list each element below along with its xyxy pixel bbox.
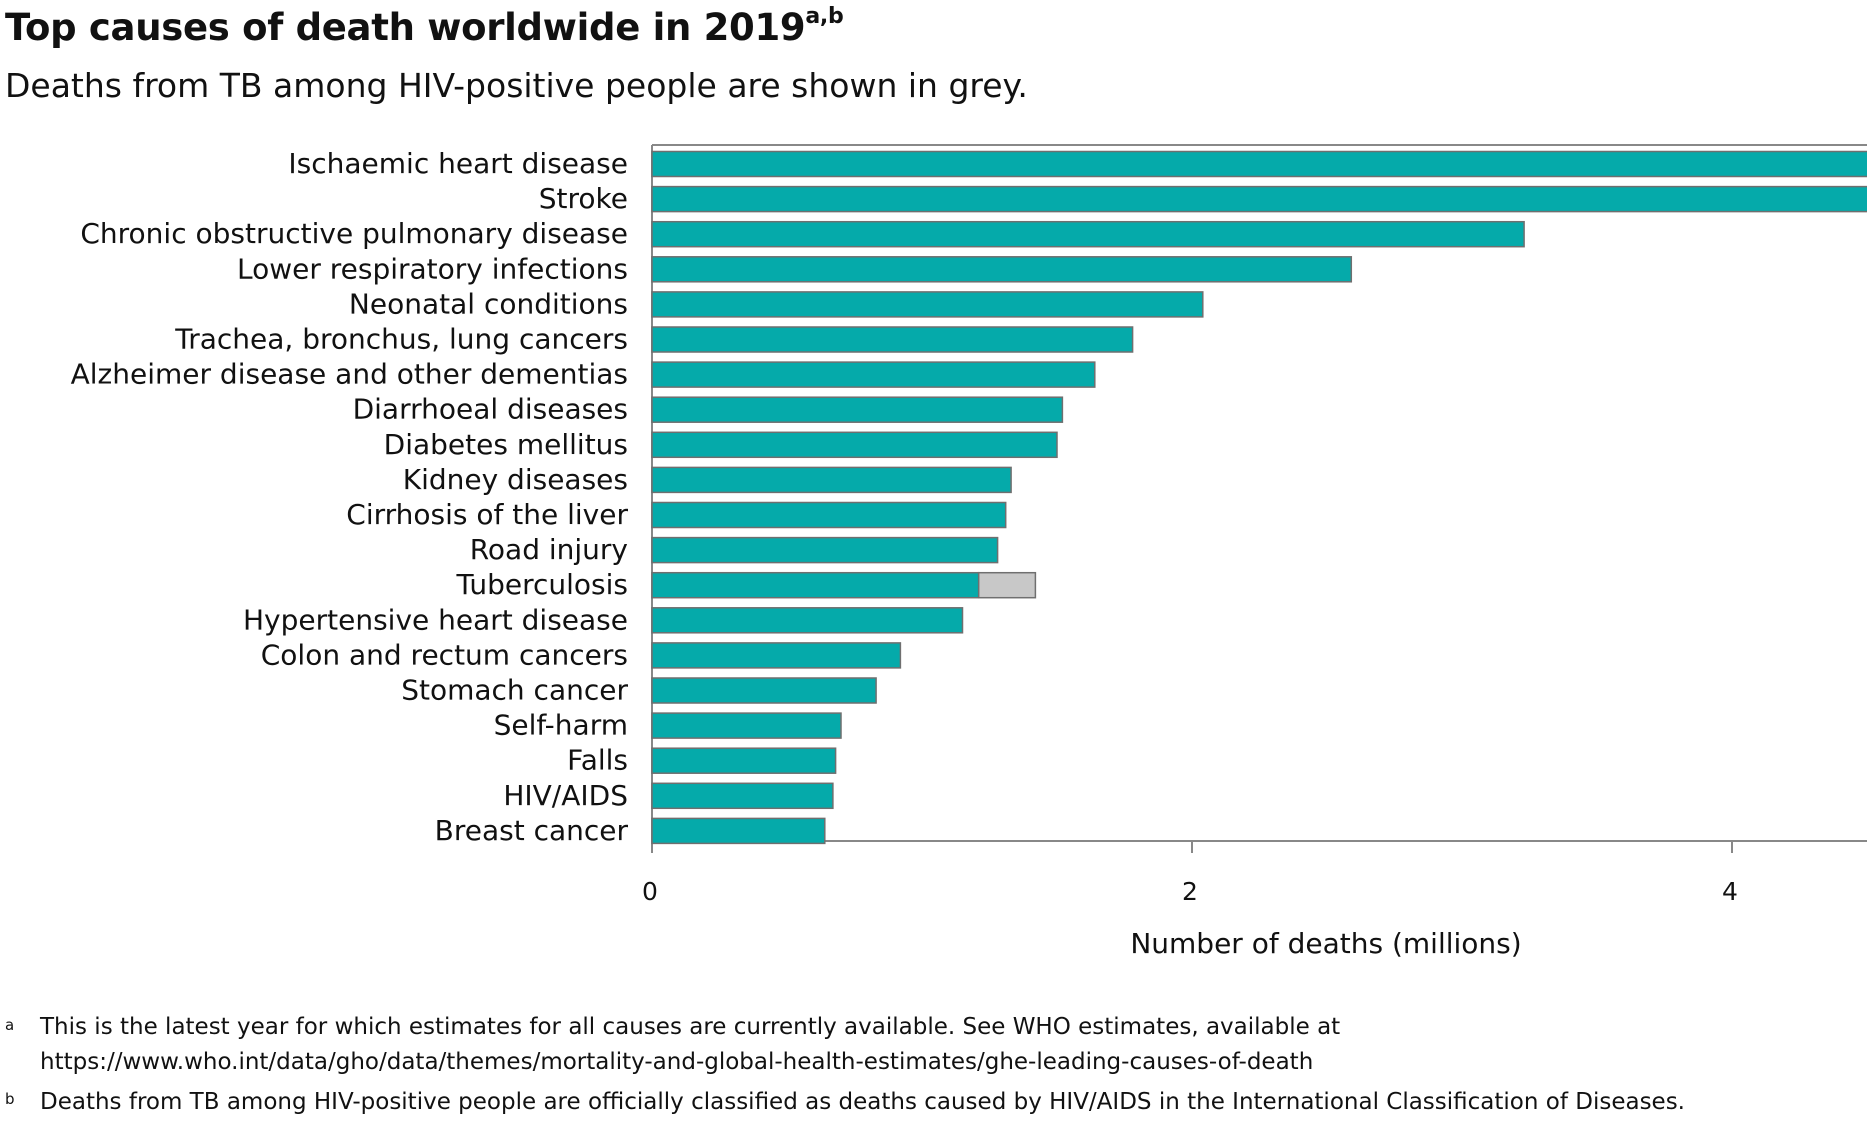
category-label: Diabetes mellitus [384, 428, 628, 461]
footnote-a-mark: a [5, 1016, 15, 1034]
bar [651, 642, 902, 669]
bar [651, 150, 1867, 178]
bar [651, 431, 1058, 459]
bar [651, 536, 999, 564]
bar [651, 782, 834, 810]
bar [651, 817, 826, 845]
category-label: Neonatal conditions [349, 287, 628, 320]
x-tick-label: 4 [1722, 877, 1738, 906]
bar [651, 326, 1134, 353]
category-label: Cirrhosis of the liver [346, 498, 628, 531]
bar [651, 501, 1007, 529]
category-label: Stomach cancer [401, 674, 628, 707]
category-label: Lower respiratory infections [237, 252, 628, 285]
x-axis-title: Number of deaths (millions) [1130, 927, 1521, 960]
bar [651, 396, 1064, 423]
category-label: Alzheimer disease and other dementias [71, 358, 628, 391]
bar [651, 256, 1353, 283]
bar [651, 571, 980, 599]
footnote-b-line-1: Deaths from TB among HIV-positive people… [40, 1089, 1685, 1115]
category-label: Hypertensive heart disease [243, 603, 628, 636]
chart-subtitle: Deaths from TB among HIV-positive people… [5, 66, 1028, 105]
category-label: Diarrhoeal diseases [353, 393, 628, 426]
bar [651, 291, 1204, 318]
category-label: Self-harm [494, 709, 628, 742]
category-label: Tuberculosis [456, 568, 629, 601]
category-label: Falls [567, 744, 628, 777]
bar-tb-hiv-segment [977, 571, 1037, 599]
bar [651, 677, 877, 704]
category-label: Chronic obstructive pulmonary disease [80, 217, 628, 250]
footnote-a-line-2: https://www.who.int/data/gho/data/themes… [40, 1049, 1314, 1075]
category-label: Colon and rectum cancers [261, 638, 628, 671]
footnote-b-mark: b [5, 1090, 15, 1108]
bar [651, 361, 1096, 388]
category-label: Ischaemic heart disease [288, 147, 628, 180]
category-label: HIV/AIDS [503, 779, 628, 812]
bar-chart: 02468Number of deaths (millions)Ischaemi… [71, 144, 1867, 960]
x-tick-label: 0 [642, 877, 658, 906]
chart-title-text: Top causes of death worldwide in 2019 [5, 6, 806, 49]
category-label: Breast cancer [435, 814, 629, 847]
category-label: Stroke [539, 182, 628, 215]
bar [651, 466, 1012, 494]
chart-title: Top causes of death worldwide in 2019a,b [5, 3, 844, 49]
bar [651, 712, 842, 739]
bar [651, 185, 1867, 213]
category-label: Trachea, bronchus, lung cancers [174, 323, 628, 356]
category-label: Road injury [470, 533, 628, 566]
x-tick-label: 2 [1182, 877, 1198, 906]
bar [651, 747, 837, 774]
bar [651, 607, 964, 634]
footnote-a-line-1: This is the latest year for which estima… [40, 1014, 1341, 1040]
bar [651, 220, 1525, 248]
chart-title-superscript: a,b [805, 3, 844, 29]
category-label: Kidney diseases [403, 463, 628, 496]
